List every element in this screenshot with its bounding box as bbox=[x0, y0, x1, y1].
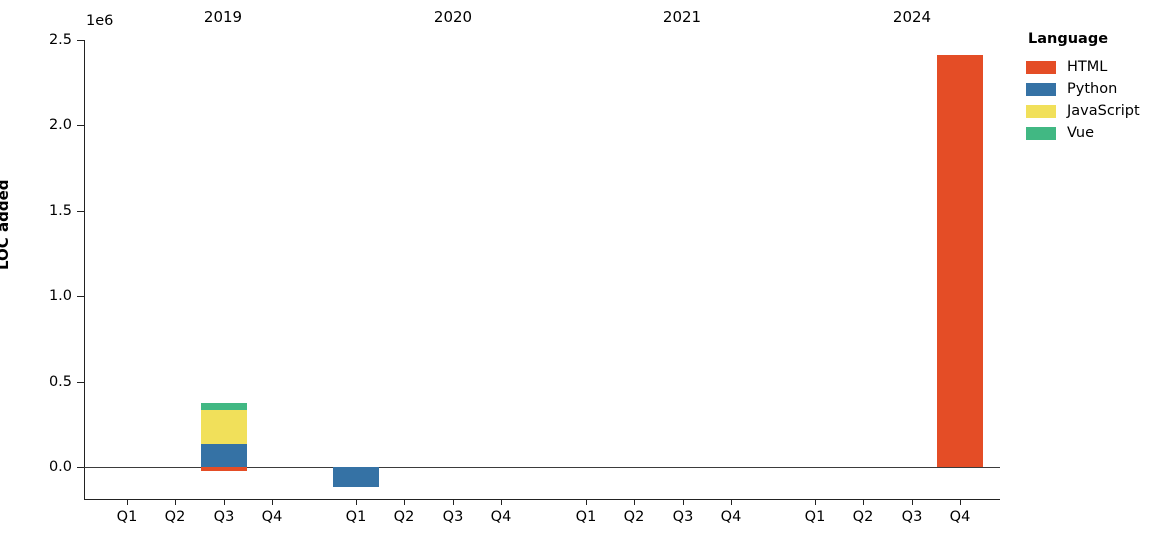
bar-segment-html bbox=[201, 467, 247, 471]
x-tick-mark bbox=[586, 499, 587, 505]
x-tick-mark bbox=[731, 499, 732, 505]
x-tick-mark bbox=[453, 499, 454, 505]
legend-swatch-icon bbox=[1026, 104, 1056, 118]
x-tick-label: Q3 bbox=[213, 509, 235, 525]
y-axis-label: LOC added bbox=[0, 179, 12, 270]
y-tick-mark bbox=[77, 211, 84, 212]
x-tick-label: Q1 bbox=[575, 509, 597, 525]
x-tick-label: Q3 bbox=[672, 509, 694, 525]
x-tick-mark bbox=[912, 499, 913, 505]
x-tick-label: Q3 bbox=[901, 509, 923, 525]
legend-item-label: HTML bbox=[1067, 59, 1108, 75]
legend-swatch-icon bbox=[1026, 82, 1056, 96]
y-tick-mark bbox=[77, 40, 84, 41]
zero-baseline bbox=[84, 467, 1000, 468]
x-axis-spine bbox=[84, 499, 1000, 500]
x-tick-label: Q4 bbox=[261, 509, 283, 525]
legend-swatch-icon bbox=[1026, 60, 1056, 74]
legend-item-label: Python bbox=[1067, 81, 1118, 97]
y-tick-label: 0.5 bbox=[48, 374, 72, 390]
legend-item-label: Vue bbox=[1067, 125, 1095, 141]
x-tick-mark bbox=[683, 499, 684, 505]
x-tick-label: Q2 bbox=[164, 509, 186, 525]
y-tick-mark bbox=[77, 382, 84, 383]
x-tick-mark bbox=[175, 499, 176, 505]
y-tick-label: 2.0 bbox=[48, 117, 72, 133]
y-tick-label: 2.5 bbox=[48, 32, 72, 48]
x-tick-mark bbox=[272, 499, 273, 505]
legend-item-label: JavaScript bbox=[1067, 103, 1140, 119]
legend-title: Language bbox=[1028, 31, 1109, 47]
x-tick-label: Q3 bbox=[442, 509, 464, 525]
y-axis-offset-text: 1e6 bbox=[86, 13, 114, 29]
x-group-label-2021: 2021 bbox=[662, 8, 702, 26]
x-group-label-2019: 2019 bbox=[203, 8, 243, 26]
x-tick-mark bbox=[634, 499, 635, 505]
x-tick-label: Q2 bbox=[393, 509, 415, 525]
x-tick-mark bbox=[960, 499, 961, 505]
bar-segment-html bbox=[937, 55, 983, 467]
y-tick-mark bbox=[77, 467, 84, 468]
y-tick-label: 0.0 bbox=[48, 459, 72, 475]
x-tick-label: Q1 bbox=[345, 509, 367, 525]
y-tick-label: 1.0 bbox=[48, 288, 72, 304]
y-tick-mark bbox=[77, 125, 84, 126]
x-group-label-2024: 2024 bbox=[892, 8, 932, 26]
x-tick-mark bbox=[356, 499, 357, 505]
x-tick-label: Q2 bbox=[852, 509, 874, 525]
legend-swatch-icon bbox=[1026, 126, 1056, 140]
bar-segment-python bbox=[333, 467, 379, 487]
x-tick-mark bbox=[501, 499, 502, 505]
x-tick-mark bbox=[863, 499, 864, 505]
x-tick-label: Q4 bbox=[720, 509, 742, 525]
legend-item-html[interactable]: HTML bbox=[1026, 56, 1156, 78]
x-tick-label: Q4 bbox=[490, 509, 512, 525]
y-tick-label: 1.5 bbox=[48, 203, 72, 219]
legend-item-vue[interactable]: Vue bbox=[1026, 122, 1156, 144]
legend-item-javascript[interactable]: JavaScript bbox=[1026, 100, 1156, 122]
x-tick-label: Q4 bbox=[949, 509, 971, 525]
legend-item-python[interactable]: Python bbox=[1026, 78, 1156, 100]
bar-segment-python bbox=[201, 443, 247, 467]
y-axis-spine bbox=[84, 40, 85, 499]
x-tick-label: Q1 bbox=[116, 509, 138, 525]
x-tick-mark bbox=[815, 499, 816, 505]
x-tick-label: Q2 bbox=[623, 509, 645, 525]
x-tick-mark bbox=[127, 499, 128, 505]
bar-segment-javascript bbox=[201, 409, 247, 444]
x-group-label-2020: 2020 bbox=[433, 8, 473, 26]
legend: Language HTML Python JavaScript Vue bbox=[1026, 31, 1156, 144]
y-tick-mark bbox=[77, 296, 84, 297]
bar-segment-vue bbox=[201, 403, 247, 410]
x-tick-label: Q1 bbox=[804, 509, 826, 525]
x-tick-mark bbox=[224, 499, 225, 505]
x-tick-mark bbox=[404, 499, 405, 505]
